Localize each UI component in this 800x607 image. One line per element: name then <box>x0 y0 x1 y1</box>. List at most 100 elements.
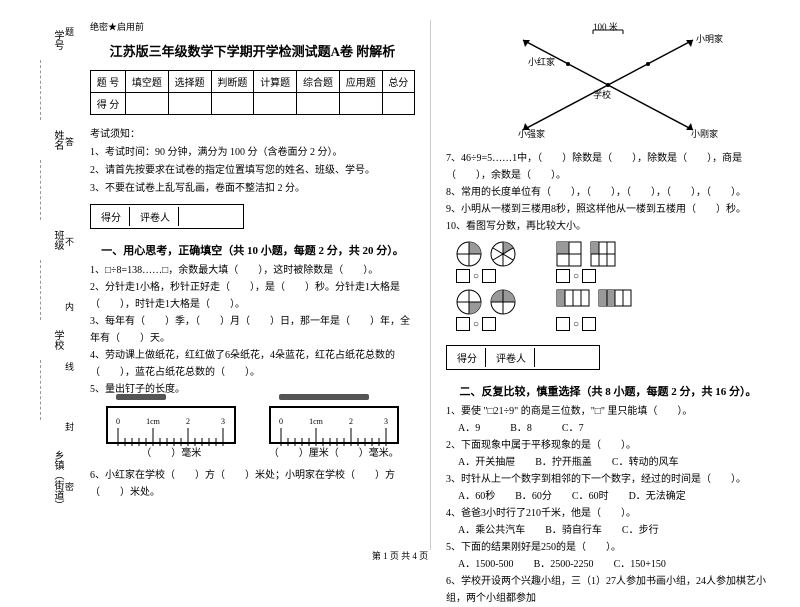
mark: 封 <box>65 420 74 433</box>
circle-frac-icon <box>456 241 482 267</box>
rect-frac-icon <box>556 289 590 307</box>
frac-answer: ○ <box>456 269 496 283</box>
mark: 答 <box>65 135 74 148</box>
sidebar-line <box>40 360 41 420</box>
q3: 3、每年有（ ）季，（ ）月（ ）日，那一年是（ ）年，全年有（ ）天。 <box>90 313 415 347</box>
notice-item: 3、不要在试卷上乱写乱画，卷面不整洁扣 2 分。 <box>90 180 415 198</box>
ruler-svg: 0 1cm 2 3 <box>271 408 401 446</box>
ruler-row: 0 1cm 2 3 （ ）毫米 0 1cm <box>90 406 415 459</box>
s2q3-opts: A．60秒 B．60分 C．60时 D．无法确定 <box>446 488 770 505</box>
notice-item: 2、请首先按要求在试卷的指定位置填写您的姓名、班级、学号。 <box>90 162 415 180</box>
square-frac-icon <box>590 241 616 267</box>
page-footer: 第 1 页 共 4 页 <box>0 549 800 562</box>
s2q4-opts: A．乘公共汽车 B．骑自行车 C．步行 <box>446 522 770 539</box>
q9: 9、小明从一楼到三楼用8秒，照这样他从一楼到五楼用（ ）秒。 <box>446 201 770 218</box>
th: 总分 <box>382 71 414 93</box>
s2q2-opts: A．开关抽屉 B．拧开瓶盖 C．转动的风车 <box>446 454 770 471</box>
frac-answer: ○ <box>556 317 596 331</box>
mark: 线 <box>65 360 74 373</box>
svg-text:0: 0 <box>279 417 283 426</box>
mark: 不 <box>65 235 74 248</box>
sb-c2: 评卷人 <box>132 207 179 226</box>
svg-text:2: 2 <box>186 417 190 426</box>
direction-diagram: 100 米 小明家 小红家 小强家 小刚家 学校 <box>493 20 723 150</box>
sidebar-label: 姓名 <box>50 130 65 150</box>
frac-answers-row2: ○ ○ <box>456 317 770 331</box>
th: 判断题 <box>211 71 254 93</box>
circle-frac-icon <box>490 289 516 315</box>
q1: 1、□÷8=138……□，余数最大填（ ），这时被除数是（ ）。 <box>90 262 415 279</box>
circle-frac-icon <box>490 241 516 267</box>
dl-ne: 小明家 <box>696 32 723 45</box>
q8: 8、常用的长度单位有（ ），（ ），（ ），（ ），（ ）。 <box>446 184 770 201</box>
q7: 7、46÷9=5……1中，（ ）除数是（ ），除数是（ ），商是（ ），余数是（… <box>446 150 770 184</box>
svg-text:0: 0 <box>116 417 120 426</box>
frac-diagrams-row2 <box>456 289 770 315</box>
frac-answers-row1: ○ ○ <box>456 269 770 283</box>
svg-text:3: 3 <box>221 417 225 426</box>
left-column: 绝密★启用前 江苏版三年级数学下学期开学检测试题A卷 附解析 题 号 填空题 选… <box>90 20 430 550</box>
svg-text:1cm: 1cm <box>146 417 161 426</box>
s2q2: 2、下面现象中属于平移现象的是（ ）。 <box>446 437 770 454</box>
dl-top: 100 米 <box>593 20 618 33</box>
notice-head: 考试须知： <box>90 125 415 140</box>
secret-mark: 绝密★启用前 <box>90 20 415 33</box>
q10: 10、看图写分数，再比较大小。 <box>446 218 770 235</box>
svg-text:1cm: 1cm <box>309 417 324 426</box>
section2-title: 二、反复比较，慎重选择（共 8 小题，每题 2 分，共 16 分）。 <box>446 383 770 399</box>
th: 综合题 <box>297 71 340 93</box>
s2q1: 1、要使 "□21÷9" 的商是三位数，"□" 里只能填（ ）。 <box>446 403 770 420</box>
q2: 2、分针走1小格，秒针正好走（ ），是（ ）秒。分针走1大格是（ ），时针走1大… <box>90 279 415 313</box>
exam-title: 江苏版三年级数学下学期开学检测试题A卷 附解析 <box>90 41 415 60</box>
sidebar-line <box>40 160 41 220</box>
svg-text:2: 2 <box>349 417 353 426</box>
section1-title: 一、用心思考，正确填空（共 10 小题，每题 2 分，共 20 分）。 <box>90 242 415 258</box>
th: 选择题 <box>168 71 211 93</box>
circle-frac-icon <box>456 289 482 315</box>
page-content: 绝密★启用前 江苏版三年级数学下学期开学检测试题A卷 附解析 题 号 填空题 选… <box>0 0 800 565</box>
notice-item: 1、考试时间：90 分钟，满分为 100 分（含卷面分 2 分）。 <box>90 144 415 162</box>
ruler1-answer: （ ）毫米 <box>106 444 236 459</box>
frac-answer: ○ <box>556 269 596 283</box>
mark: 题 <box>65 25 74 38</box>
ruler-1: 0 1cm 2 3 （ ）毫米 <box>106 406 236 459</box>
sidebar-label: 班级 <box>50 230 65 250</box>
score-box: 得分 评卷人 <box>90 204 244 229</box>
sb-c1: 得分 <box>449 348 486 367</box>
sb-c2: 评卷人 <box>488 348 535 367</box>
score-box-2: 得分 评卷人 <box>446 345 600 370</box>
sidebar-line <box>40 260 41 320</box>
nail-icon <box>116 394 166 400</box>
th: 计算题 <box>254 71 297 93</box>
sidebar-label: 乡镇（街道） <box>50 450 65 510</box>
square-frac-icon <box>556 241 582 267</box>
frac-answer: ○ <box>456 317 496 331</box>
sb-c1: 得分 <box>93 207 130 226</box>
ruler-svg: 0 1cm 2 3 <box>108 408 238 446</box>
s2q3: 3、时针从上一个数字到相邻的下一个数字，经过的时间是（ ）。 <box>446 471 770 488</box>
dl-sw: 小强家 <box>518 127 545 140</box>
ruler-2: 0 1cm 2 3 （ ）厘米（ ）毫米。 <box>269 406 399 459</box>
sidebar-line <box>40 60 41 120</box>
dl-nw: 小红家 <box>528 55 555 68</box>
score-table: 题 号 填空题 选择题 判断题 计算题 综合题 应用题 总分 得 分 <box>90 70 415 115</box>
dl-center: 学校 <box>593 88 611 101</box>
th: 题 号 <box>91 71 126 93</box>
q6: 6、小红家在学校（ ）方（ ）米处；小明家在学校（ ）方（ ）米处。 <box>90 467 415 501</box>
th: 填空题 <box>125 71 168 93</box>
right-column: 100 米 小明家 小红家 小强家 小刚家 学校 7、46÷9=5……1中，（ … <box>430 20 770 550</box>
nail-icon <box>279 394 369 400</box>
s2q1-opts: A．9 B．8 C．7 <box>446 420 770 437</box>
rect-frac-icon <box>598 289 632 307</box>
mark: 内 <box>65 300 74 313</box>
mark: 密 <box>65 480 74 493</box>
sidebar-label: 学校 <box>50 330 65 350</box>
frac-diagrams-row1 <box>456 241 770 267</box>
q4: 4、劳动课上做纸花，红红做了6朵纸花，4朵蓝花，红花占纸花总数的（ ），蓝花占纸… <box>90 347 415 381</box>
th: 应用题 <box>339 71 382 93</box>
s2q4: 4、爸爸3小时行了210千米，他是（ ）。 <box>446 505 770 522</box>
sidebar-label: 学号 <box>50 30 65 50</box>
binding-sidebar: 学号 姓名 班级 学校 乡镇（街道） 题 答 不 内 线 封 密 <box>10 20 80 540</box>
s2q6: 6、学校开设两个兴趣小组，三（1）27人参加书画小组，24人参加棋艺小组，两个小… <box>446 573 770 607</box>
ruler2-answer: （ ）厘米（ ）毫米。 <box>269 444 399 459</box>
